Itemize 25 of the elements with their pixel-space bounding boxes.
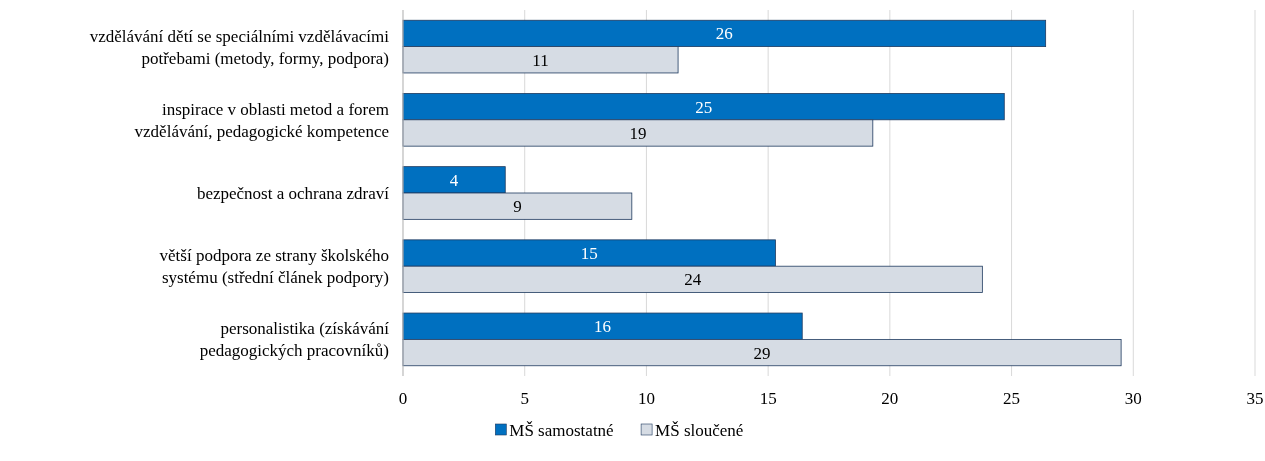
x-tick-label: 20	[881, 389, 899, 408]
data-label: 19	[629, 123, 647, 143]
y-tick-label: inspirace v oblasti metod a forem vzdělávání, pedagogické kompetence	[134, 99, 389, 141]
data-label: 26	[715, 24, 733, 44]
data-label: 15	[580, 243, 598, 263]
data-label: 16	[594, 317, 612, 337]
legend-label: MŠ sloučené	[655, 420, 744, 440]
x-tick-label: 30	[1124, 389, 1142, 408]
y-tick-label: vzdělávání dětí se speciálními vzdělávacími potřebami (metody, formy, podpora)	[89, 26, 390, 68]
x-tick-label: 25	[1003, 389, 1021, 408]
data-label: 11	[532, 50, 549, 70]
x-tick-label: 15	[759, 389, 777, 408]
y-tick-label: bezpečnost a ochrana zdraví	[196, 183, 390, 203]
x-tick-label: 10	[637, 389, 655, 408]
x-tick-label: 0	[398, 389, 408, 408]
x-tick-label: 5	[520, 389, 529, 408]
legend-label: MŠ samostatné	[509, 420, 614, 440]
data-label: 24	[684, 270, 702, 290]
x-tick-label: 35	[1246, 389, 1264, 408]
y-tick-label: větší podpora ze strany školského systému (střední článek podpory)	[159, 246, 389, 288]
data-label: 9	[513, 197, 522, 217]
y-tick-label: personalistika (získávání pedagogických pracovníků)	[199, 319, 390, 361]
data-label: 29	[753, 343, 771, 363]
data-label: 25	[695, 97, 713, 117]
data-label: 4	[449, 170, 459, 190]
